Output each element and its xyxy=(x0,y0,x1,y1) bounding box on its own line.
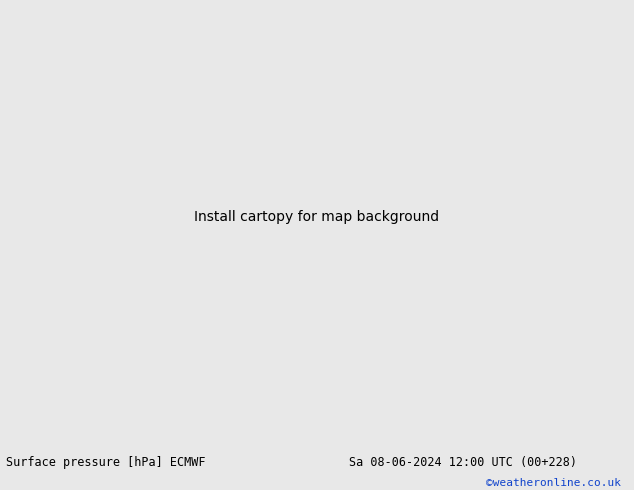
Text: Install cartopy for map background: Install cartopy for map background xyxy=(195,210,439,223)
Text: Surface pressure [hPa] ECMWF: Surface pressure [hPa] ECMWF xyxy=(6,456,206,469)
Text: Sa 08-06-2024 12:00 UTC (00+228): Sa 08-06-2024 12:00 UTC (00+228) xyxy=(349,456,577,469)
Text: ©weatheronline.co.uk: ©weatheronline.co.uk xyxy=(486,478,621,488)
